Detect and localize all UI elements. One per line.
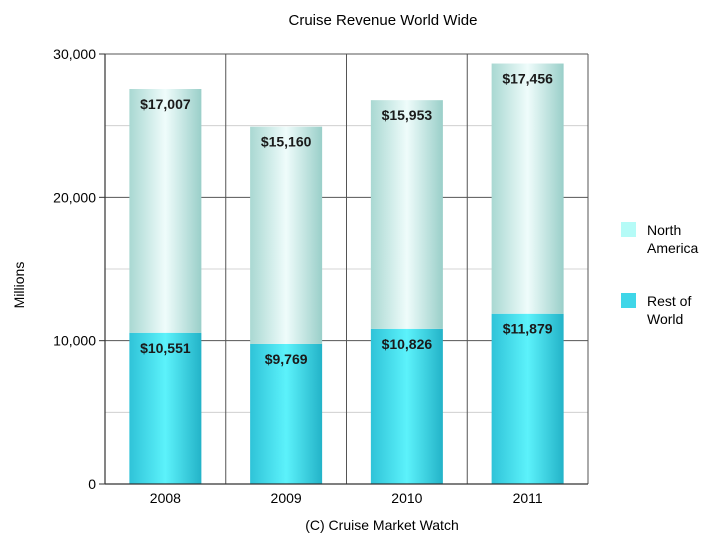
y-tick-label: 30,000 (53, 46, 96, 62)
y-tick-label: 0 (88, 476, 96, 492)
x-axis-label: (C) Cruise Market Watch (305, 517, 459, 533)
data-label: $15,160 (261, 134, 312, 150)
x-ticks: 2008 2009 2010 2011 (150, 490, 543, 506)
bar-rest-of-world-2009 (250, 343, 323, 484)
y-tick-label: 20,000 (53, 189, 96, 205)
legend-label: World (647, 311, 683, 327)
legend-swatch (621, 222, 636, 237)
legend-label: North (647, 222, 681, 238)
data-label: $10,551 (140, 340, 191, 356)
bar-north-america-2008 (129, 89, 202, 333)
y-tick-label: 10,000 (53, 333, 96, 349)
axes (104, 54, 588, 485)
bar-north-america-2011 (491, 63, 564, 314)
x-tick-label: 2010 (391, 490, 422, 506)
chart-title: Cruise Revenue World Wide (289, 12, 478, 29)
data-label: $17,007 (140, 96, 191, 112)
data-label: $11,879 (503, 321, 553, 337)
data-label: $10,826 (382, 336, 433, 352)
bar-rest-of-world-2008 (129, 332, 202, 484)
bars: $10,551 $17,007 $9,769 $15,160 $10,826 $15,95… (129, 63, 564, 484)
y-axis-label: Millions (11, 262, 27, 309)
bar-north-america-2009 (250, 126, 323, 344)
data-label: $15,953 (382, 107, 433, 123)
data-label: $9,769 (265, 351, 308, 367)
legend: North America Rest of World (621, 222, 699, 327)
x-tick-label: 2008 (150, 490, 181, 506)
bar-rest-of-world-2011 (491, 313, 564, 484)
legend-label: America (647, 240, 699, 256)
bar-north-america-2010 (370, 100, 443, 329)
legend-swatch (621, 293, 636, 308)
data-label: $17,456 (502, 71, 553, 87)
x-tick-label: 2011 (513, 490, 543, 506)
bar-rest-of-world-2010 (370, 328, 443, 484)
x-tick-label: 2009 (271, 490, 302, 506)
legend-label: Rest of (647, 293, 691, 309)
y-ticks: 0 10,000 20,000 30,000 (53, 46, 105, 492)
